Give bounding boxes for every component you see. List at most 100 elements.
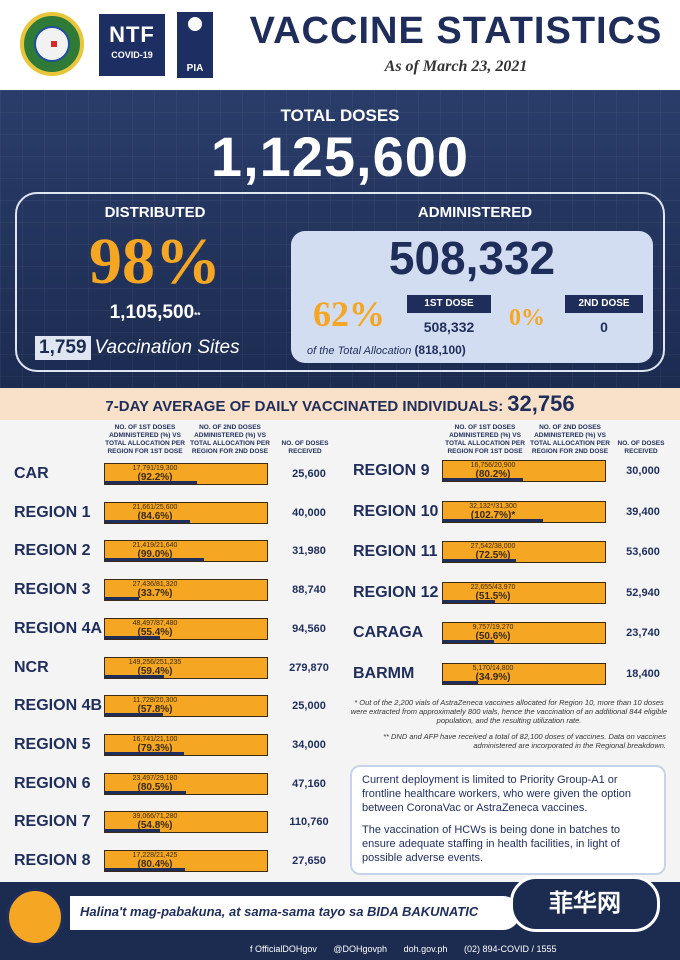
administered-box: 508,332 62% 1ST DOSE 508,332 0% 2ND DOSE…: [291, 231, 653, 363]
dose-ratio: 16,756/20,900: [470, 462, 516, 469]
dose-percent: (80.5%): [137, 781, 173, 793]
col-header-received: NO. OF DOSES RECEIVED: [281, 440, 329, 455]
region-progress-bar: 27,436/81,320 (33.7%): [104, 579, 268, 602]
region-progress-bar: 32,132*/31,300 (102.7%)*: [442, 500, 606, 523]
region-name: REGION 2: [14, 542, 91, 560]
doses-received: 94,560: [292, 622, 326, 635]
allocation-note: of the Total Allocation (818,100): [307, 343, 466, 357]
col-header-second-dose: NO. OF 2ND DOSES ADMINISTERED (%) VS TOT…: [190, 424, 270, 455]
doses-received: 39,400: [626, 505, 660, 518]
progress-fill: [105, 868, 186, 871]
dose-ratio: 16,741/21,100: [132, 735, 178, 743]
doses-received: 52,940: [626, 586, 660, 599]
mascot-logo-icon: [6, 888, 64, 946]
progress-fill: [443, 599, 495, 603]
dose-ratio: 22,655/43,970: [470, 583, 516, 591]
region-progress-bar: 17,791/19,300 (92.2%): [104, 463, 268, 485]
col-header-second-dose-right: NO. OF 2ND DOSES ADMINISTERED (%) VS TOT…: [530, 424, 610, 455]
second-dose-percent: 0%: [509, 305, 545, 331]
second-dose-badge: 2ND DOSE: [565, 295, 643, 313]
region-name: BARMM: [353, 665, 415, 682]
progress-fill: [443, 518, 543, 522]
deployment-info-box: Current deployment is limited to Priorit…: [350, 765, 666, 875]
doses-received: 34,000: [292, 738, 326, 751]
website-link[interactable]: doh.gov.ph: [403, 944, 448, 954]
doses-received: 47,160: [292, 777, 326, 790]
summary-banner: TOTAL DOSES 1,125,600 DISTRIBUTED 98% 1,…: [0, 90, 680, 388]
as-of-date: As of March 23, 2021: [384, 58, 528, 75]
dose-percent: (57.8%): [137, 704, 173, 716]
region-name: REGION 6: [14, 774, 91, 792]
dose-ratio: 5,170/14,800: [472, 665, 514, 672]
doses-received: 27,650: [292, 855, 326, 867]
region-progress-bar: 149,256/251,235 (59.4%): [104, 656, 268, 679]
seven-day-average: 7-DAY AVERAGE OF DAILY VACCINATED INDIVI…: [0, 388, 680, 420]
col-header-received-right: NO. OF DOSES RECEIVED: [617, 440, 665, 455]
header: NTF COVID-19 PIA VACCINE STATISTICS As o…: [0, 0, 680, 90]
average-value: 32,756: [507, 391, 575, 416]
region-name: REGION 4A: [14, 619, 103, 637]
doses-received: 110,760: [289, 816, 329, 829]
region-progress-bar: 21,419/21,640 (99.0%): [104, 540, 268, 563]
doses-received: 18,400: [626, 668, 660, 680]
doses-received: 279,870: [289, 661, 329, 674]
progress-fill: [105, 558, 204, 562]
doses-received: 25,600: [292, 468, 326, 480]
region-name: NCR: [14, 658, 49, 676]
total-doses-value: 1,125,600: [210, 125, 470, 188]
dose-percent: (72.5%): [475, 550, 511, 562]
doh-logo-icon: [20, 12, 84, 76]
summary-box: [15, 192, 665, 372]
doses-received: 53,600: [626, 546, 660, 559]
dose-percent: (54.8%): [137, 820, 173, 832]
doses-received: 40,000: [292, 506, 326, 519]
progress-fill: [105, 674, 165, 678]
region-name: REGION 5: [14, 735, 91, 753]
dose-ratio: 17,228/21,425: [132, 852, 178, 859]
administered-total: 508,332: [388, 232, 556, 284]
region-name: CAR: [14, 465, 49, 482]
progress-fill: [105, 829, 160, 833]
col-header-first-dose-right: NO. OF 1ST DOSES ADMINISTERED (%) VS TOT…: [445, 424, 525, 455]
doses-received: 31,980: [292, 545, 326, 558]
region-progress-bar: 27,542/38,000 (72.5%): [442, 541, 606, 564]
dose-ratio: 9,757/19,270: [472, 624, 514, 632]
region-name: REGION 12: [353, 583, 439, 601]
contact-bar: f OfficialDOHgov @DOHgovph doh.gov.ph (0…: [250, 944, 670, 954]
region-name: REGION 4B: [14, 697, 103, 715]
watermark-logo: 菲华网: [510, 876, 660, 932]
progress-fill: [443, 478, 524, 481]
dose-ratio: 23,497/29,180: [132, 774, 178, 782]
dose-percent: (79.3%): [137, 742, 173, 754]
region-progress-bar: 22,655/43,970 (51.5%): [442, 581, 606, 604]
dose-percent: (33.7%): [137, 588, 173, 600]
first-dose-value: 508,332: [423, 319, 475, 335]
dose-percent: (51.5%): [475, 590, 511, 602]
progress-fill: [105, 635, 161, 639]
slogan-bar: [70, 896, 520, 930]
region-name: REGION 10: [353, 502, 439, 520]
dose-percent: (59.4%): [137, 665, 173, 677]
doses-received: 30,000: [626, 465, 660, 477]
dose-percent: (55.4%): [137, 626, 173, 638]
total-doses-label: TOTAL DOSES: [280, 106, 400, 125]
region-name: REGION 9: [353, 462, 430, 479]
administered-label: ADMINISTERED: [417, 204, 533, 221]
facebook-link[interactable]: f OfficialDOHgov: [250, 944, 317, 954]
dose-ratio: 11,728/20,300: [132, 697, 178, 705]
dose-ratio: 32,132*/31,300: [469, 502, 517, 510]
progress-fill: [105, 597, 139, 601]
info-paragraph-1: Current deployment is limited to Priorit…: [362, 774, 632, 814]
region-name: REGION 11: [353, 543, 438, 561]
twitter-link[interactable]: @DOHgovph: [333, 944, 388, 954]
vaccination-sites: 1,759 Vaccination Sites: [35, 336, 285, 360]
phone-number: (02) 894-COVID / 1555: [463, 944, 557, 954]
region-progress-bar: 9,757/19,270 (50.6%): [442, 622, 606, 645]
region-progress-bar: 17,228/21,425 (80.4%): [104, 850, 268, 872]
footnote-dnd-afp: ** DND and AFP have received a total of …: [383, 732, 666, 750]
dose-ratio: 27,542/38,000: [470, 543, 516, 551]
dose-ratio: 149,256/251,235: [128, 658, 182, 666]
dose-percent: (92.2%): [137, 472, 173, 483]
region-name: REGION 3: [14, 581, 91, 599]
progress-fill: [105, 790, 186, 794]
